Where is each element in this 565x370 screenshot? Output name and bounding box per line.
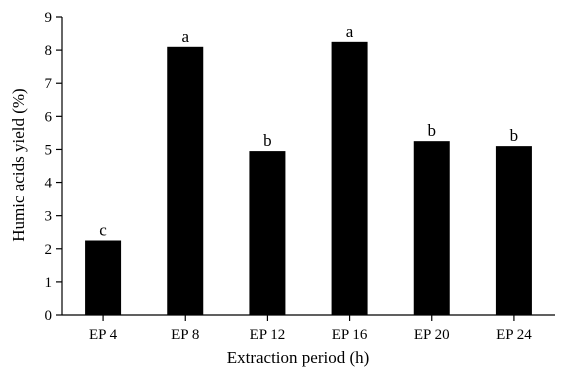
x-tick-label: EP 24 [496,327,532,343]
x-axis-ticks: EP 4 EP 8 EP 12 EP 16 EP 20 EP 24 [89,315,532,343]
bar [167,46,204,316]
y-tick-label: 6 [45,109,53,125]
y-tick-label: 7 [45,76,53,92]
bars [85,41,532,316]
y-tick-label: 2 [45,242,53,258]
y-axis-ticks: 0 1 2 3 4 5 6 7 8 9 [45,10,62,324]
significance-letter: a [181,27,189,46]
x-tick-label: EP 4 [89,327,118,343]
x-tick-label: EP 16 [332,327,368,343]
significance-letter: b [428,121,437,140]
y-axis-title: Humic acids yield (%) [9,88,28,241]
bar [495,146,532,315]
y-tick-label: 0 [45,308,53,324]
y-tick-label: 5 [45,142,53,158]
x-tick-label: EP 20 [414,327,450,343]
x-tick-label: EP 12 [250,327,286,343]
significance-letters: c a b a b b [99,22,518,240]
y-tick-label: 3 [45,209,53,225]
y-tick-label: 4 [45,176,53,192]
bar [85,240,122,315]
x-tick-label: EP 8 [171,327,199,343]
y-tick-label: 8 [45,43,53,59]
bar [413,141,450,315]
significance-letter: b [263,131,272,150]
significance-letter: b [510,126,519,145]
significance-letter: c [99,221,107,240]
y-tick-label: 9 [45,10,53,26]
significance-letter: a [346,22,354,41]
bar [249,151,286,315]
y-tick-label: 1 [45,275,53,291]
x-axis-title: Extraction period (h) [227,348,370,367]
bar [331,41,368,315]
